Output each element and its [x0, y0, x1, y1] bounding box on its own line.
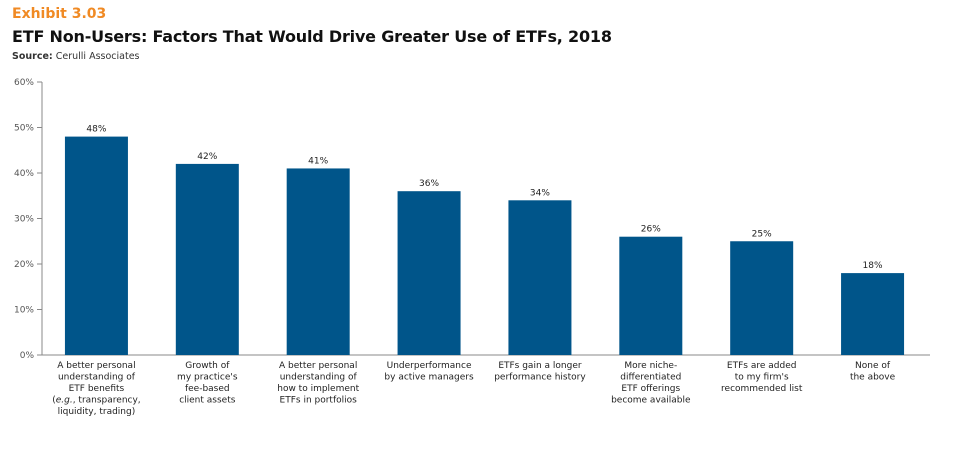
source-label: Source: [12, 51, 53, 62]
x-category-label-line: by active managers [384, 373, 474, 383]
x-category-label-line: liquidity, trading) [58, 407, 136, 417]
y-tick-label: 30% [14, 215, 34, 225]
x-category-label-line: my practice's [177, 373, 238, 383]
x-category-label-line: Underperformance [387, 361, 472, 371]
x-category-label-line: Growth of [185, 361, 230, 371]
bar [619, 236, 683, 355]
bar [730, 241, 794, 355]
data-label: 34% [530, 188, 550, 198]
x-category-label-line: A better personal [57, 361, 135, 371]
chart-title: ETF Non-Users: Factors That Would Drive … [12, 27, 612, 46]
y-tick-label: 40% [14, 169, 34, 179]
labels: 48%A better personal understanding of ETF … [52, 125, 895, 417]
x-category-label-line: fee-based [185, 384, 230, 394]
x-category-label-line: differentiated [620, 373, 681, 383]
x-category-label: A better personal understanding of ETF ben… [52, 361, 140, 417]
data-label: 18% [863, 261, 883, 271]
x-category-label-line: understanding of [58, 373, 136, 383]
bar [175, 163, 239, 355]
bar [397, 191, 461, 355]
y-tick-label: 10% [14, 306, 34, 316]
x-category-label-line: ETFs in portfolios [280, 396, 358, 406]
x-category-label-line: become available [611, 396, 691, 406]
x-category-label-line: A better personal [279, 361, 357, 371]
x-category-label-line: ETFs gain a longer [498, 361, 582, 371]
data-label: 25% [752, 229, 772, 239]
chart-source: Source: Cerulli Associates [12, 51, 140, 62]
x-category-label: A better personal understanding of how to … [277, 361, 359, 406]
x-category-label-line: to my firm's [735, 373, 789, 383]
x-category-label-line: client assets [179, 396, 236, 406]
y-tick-label: 20% [14, 260, 34, 270]
x-category-label: None of the above [850, 361, 896, 383]
bars [64, 136, 905, 355]
x-category-label-line: ETF offerings [621, 384, 680, 394]
data-label: 42% [197, 152, 217, 162]
x-category-label-line: ETFs are added [727, 361, 797, 371]
y-tick-label: 50% [14, 124, 34, 134]
x-category-label: Underperformance by active managers [384, 361, 474, 383]
x-category-label-line: (e.g., transparency, [52, 396, 140, 406]
bar [508, 200, 572, 355]
x-category-label: ETFs are added to my firm's recommended li… [721, 361, 803, 394]
x-category-label: ETFs gain a longer performance history [494, 361, 586, 383]
data-label: 36% [419, 179, 439, 189]
x-category-label-line: None of [855, 361, 891, 371]
x-category-label-line: recommended list [721, 384, 803, 394]
data-label: 26% [641, 225, 661, 235]
italic-eg: e.g. [56, 396, 73, 406]
x-category-label-line: how to implement [277, 384, 359, 394]
data-label: 41% [308, 156, 328, 166]
x-category-label: Growth of my practice's fee-based client as… [177, 361, 238, 406]
exhibit-number: Exhibit 3.03 [12, 6, 107, 22]
x-category-label-line: More niche- [624, 361, 677, 371]
bar [64, 136, 128, 355]
y-tick-label: 0% [20, 351, 35, 361]
source-text: Cerulli Associates [55, 51, 140, 62]
bar [841, 273, 905, 355]
x-category-label-line: understanding of [280, 373, 358, 383]
x-category-label-line: performance history [494, 373, 586, 383]
data-label: 48% [86, 125, 106, 135]
x-category-label-line: the above [850, 373, 896, 383]
y-tick-label: 60% [14, 78, 34, 88]
x-category-label: More niche-differentiated ETF offerings be… [611, 361, 691, 406]
bar [286, 168, 350, 355]
x-category-label-line: ETF benefits [69, 384, 125, 394]
